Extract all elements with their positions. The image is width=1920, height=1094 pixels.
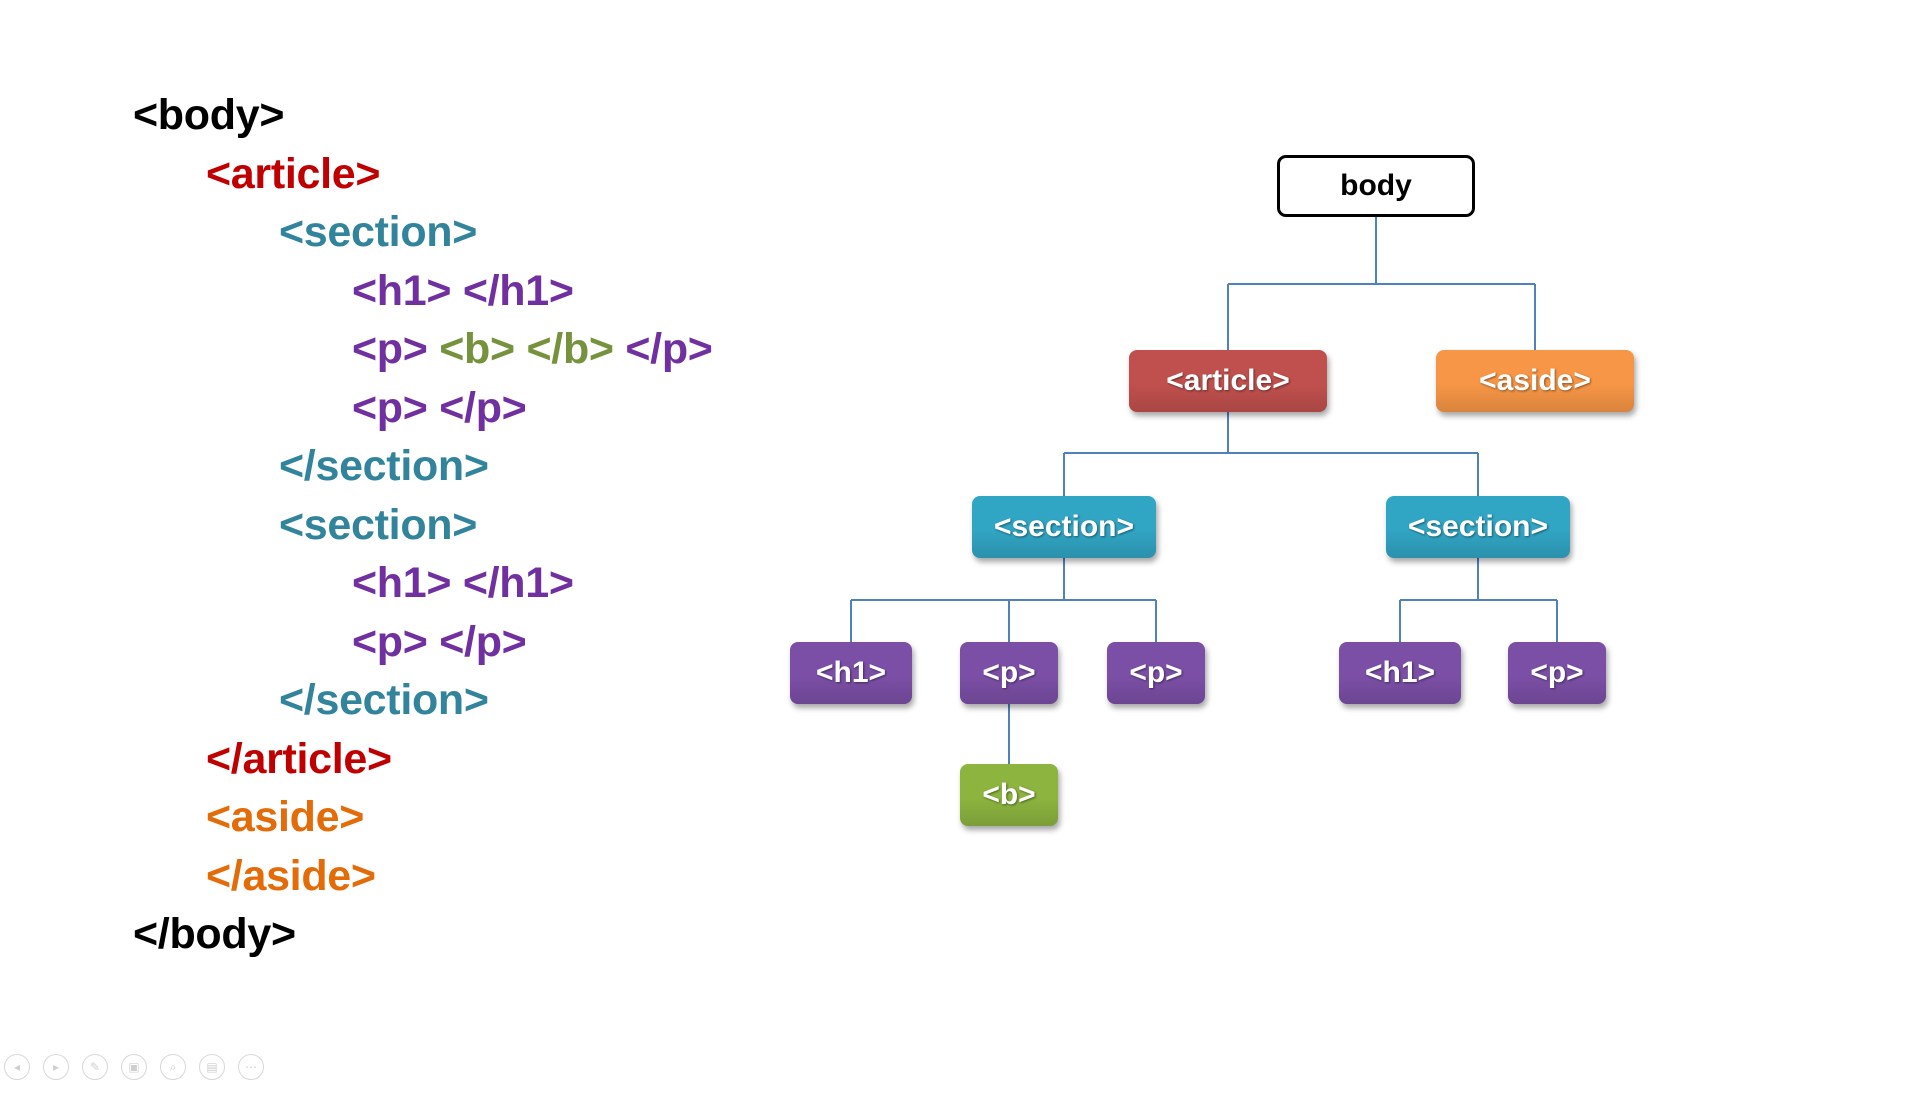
code-token: <article> bbox=[206, 149, 381, 198]
next-icon[interactable]: ▸ bbox=[43, 1054, 69, 1080]
code-token: <b> </b> bbox=[439, 325, 626, 373]
code-line: <p> <b> </b> </p> bbox=[352, 324, 713, 374]
code-line: <h1> </h1> bbox=[352, 266, 574, 316]
subtitles-icon[interactable]: ▤ bbox=[199, 1054, 225, 1080]
code-token: </section> bbox=[279, 676, 489, 724]
pen-icon[interactable]: ✎ bbox=[82, 1054, 108, 1080]
tree-node-section1: <section> bbox=[972, 496, 1156, 558]
tree-node-body: body bbox=[1277, 155, 1475, 217]
more-icon[interactable]: ⋯ bbox=[238, 1054, 264, 1080]
tree-node-h1b: <h1> bbox=[1339, 642, 1461, 704]
code-token: </p> bbox=[625, 325, 713, 373]
code-token: <h1> </h1> bbox=[352, 559, 574, 607]
code-line: <p> </p> bbox=[352, 617, 527, 667]
tree-node-p2: <p> bbox=[1107, 642, 1205, 704]
slides-icon[interactable]: ▣ bbox=[121, 1054, 147, 1080]
code-line: <section> bbox=[279, 207, 477, 257]
code-token: <p> bbox=[352, 325, 440, 373]
code-line: </article> bbox=[206, 734, 392, 784]
tree-node-section2: <section> bbox=[1386, 496, 1570, 558]
code-line: <p> </p> bbox=[352, 383, 527, 433]
code-token: <p> </p> bbox=[352, 383, 527, 432]
code-token: </body> bbox=[133, 910, 296, 958]
code-token: <body> bbox=[133, 91, 285, 139]
code-line: </section> bbox=[279, 675, 489, 725]
code-line: <section> bbox=[279, 500, 477, 550]
html-code-listing: <body> <article> <section> <h1> </h1> <p> <b… bbox=[0, 0, 800, 1000]
code-line: </aside> bbox=[206, 851, 376, 901]
code-line: </section> bbox=[279, 441, 489, 491]
code-token: <aside> bbox=[206, 793, 365, 841]
zoom-icon[interactable]: ⌕ bbox=[160, 1054, 186, 1080]
code-line: <body> bbox=[133, 90, 284, 140]
code-token: </aside> bbox=[206, 851, 376, 900]
tree-node-h1a: <h1> bbox=[790, 642, 912, 704]
tree-node-aside: <aside> bbox=[1436, 350, 1634, 412]
tree-node-p1: <p> bbox=[960, 642, 1058, 704]
code-token: <section> bbox=[279, 208, 478, 256]
code-token: </article> bbox=[206, 734, 392, 783]
code-token: <p> </p> bbox=[352, 617, 527, 666]
code-line: </body> bbox=[133, 909, 296, 959]
code-line: <article> bbox=[206, 149, 381, 199]
code-line: <h1> </h1> bbox=[352, 558, 574, 608]
code-token: </section> bbox=[279, 442, 489, 490]
tree-node-p3: <p> bbox=[1508, 642, 1606, 704]
code-line: <aside> bbox=[206, 792, 364, 842]
tree-node-b: <b> bbox=[960, 764, 1058, 826]
code-token: <section> bbox=[279, 500, 478, 549]
tree-node-article: <article> bbox=[1129, 350, 1327, 412]
code-token: <h1> </h1> bbox=[352, 266, 574, 315]
previous-icon[interactable]: ◂ bbox=[4, 1054, 30, 1080]
